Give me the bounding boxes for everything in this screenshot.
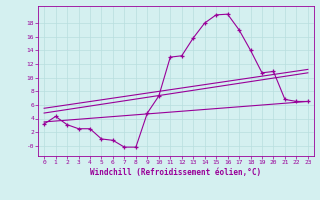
X-axis label: Windchill (Refroidissement éolien,°C): Windchill (Refroidissement éolien,°C) [91,168,261,177]
